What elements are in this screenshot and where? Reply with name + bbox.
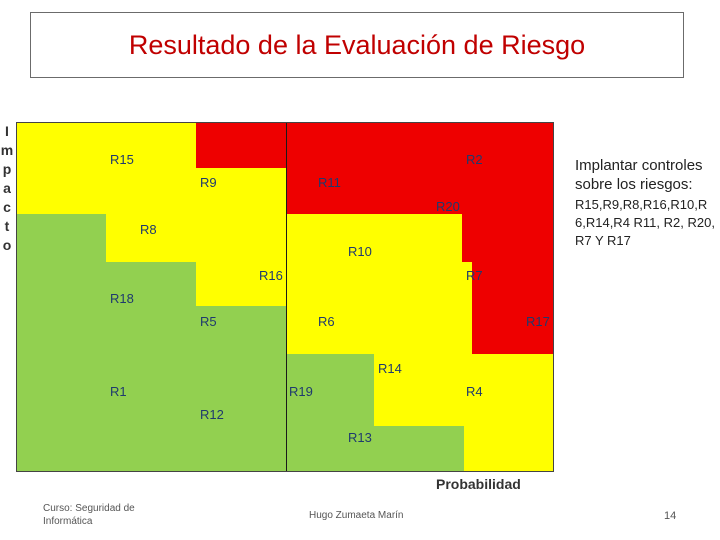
risk-label: R10 bbox=[348, 244, 372, 259]
risk-label: R17 bbox=[526, 314, 550, 329]
risk-label: R20 bbox=[436, 199, 460, 214]
matrix-zone-red bbox=[196, 122, 554, 168]
risk-matrix: R15 R2 R9 R11 R20 R8 R10 R16 R7 R18 R5 R… bbox=[16, 122, 554, 472]
side-heading: Implantar controles sobre los riesgos: bbox=[575, 157, 703, 193]
y-axis-letter: m bbox=[0, 142, 14, 158]
risk-label: R16 bbox=[259, 268, 283, 283]
y-axis-letter: t bbox=[4, 218, 10, 234]
risk-label: R4 bbox=[466, 384, 483, 399]
risk-label: R2 bbox=[466, 152, 483, 167]
risk-label: R18 bbox=[110, 291, 134, 306]
matrix-zone-red bbox=[462, 214, 554, 262]
risk-label: R5 bbox=[200, 314, 217, 329]
page-title: Resultado de la Evaluación de Riesgo bbox=[128, 29, 586, 60]
risk-label: R8 bbox=[140, 222, 157, 237]
matrix-zone-green bbox=[286, 354, 374, 472]
matrix-zone-green bbox=[196, 306, 286, 472]
y-axis-letter: I bbox=[5, 123, 9, 139]
footer-author: Hugo Zumaeta Marín bbox=[309, 510, 404, 521]
y-axis-letter: c bbox=[3, 199, 11, 215]
matrix-zone-red bbox=[286, 168, 554, 214]
matrix-zone-green bbox=[16, 214, 106, 472]
matrix-divider-line bbox=[286, 122, 287, 472]
risk-list: R15,R9,R8,R16,R10,R6,R14,R4 R11, R2, R20… bbox=[575, 197, 715, 248]
footer-course: Curso: Seguridad de Informática bbox=[43, 503, 135, 527]
y-axis-letter: p bbox=[2, 161, 12, 177]
risk-label: R6 bbox=[318, 314, 335, 329]
side-panel: Implantar controles sobre los riesgos: R… bbox=[575, 156, 715, 250]
y-axis-letter: o bbox=[2, 237, 12, 253]
risk-label: R7 bbox=[466, 268, 483, 283]
x-axis-label: Probabilidad bbox=[436, 476, 521, 492]
risk-label: R14 bbox=[378, 361, 402, 376]
y-axis-letter: a bbox=[3, 180, 11, 196]
risk-label: R12 bbox=[200, 407, 224, 422]
risk-label: R15 bbox=[110, 152, 134, 167]
page-number: 14 bbox=[664, 510, 677, 522]
matrix-zone-green bbox=[106, 262, 196, 472]
risk-label: R13 bbox=[348, 430, 372, 445]
matrix-zone-green bbox=[374, 426, 464, 472]
y-axis-label: I m p a c t o bbox=[0, 122, 14, 255]
title-box: Resultado de la Evaluación de Riesgo bbox=[30, 12, 684, 78]
risk-label: R9 bbox=[200, 175, 217, 190]
risk-label: R11 bbox=[318, 175, 341, 190]
risk-label: R19 bbox=[289, 384, 313, 399]
matrix-zone-red bbox=[472, 262, 554, 354]
risk-label: R1 bbox=[110, 384, 127, 399]
